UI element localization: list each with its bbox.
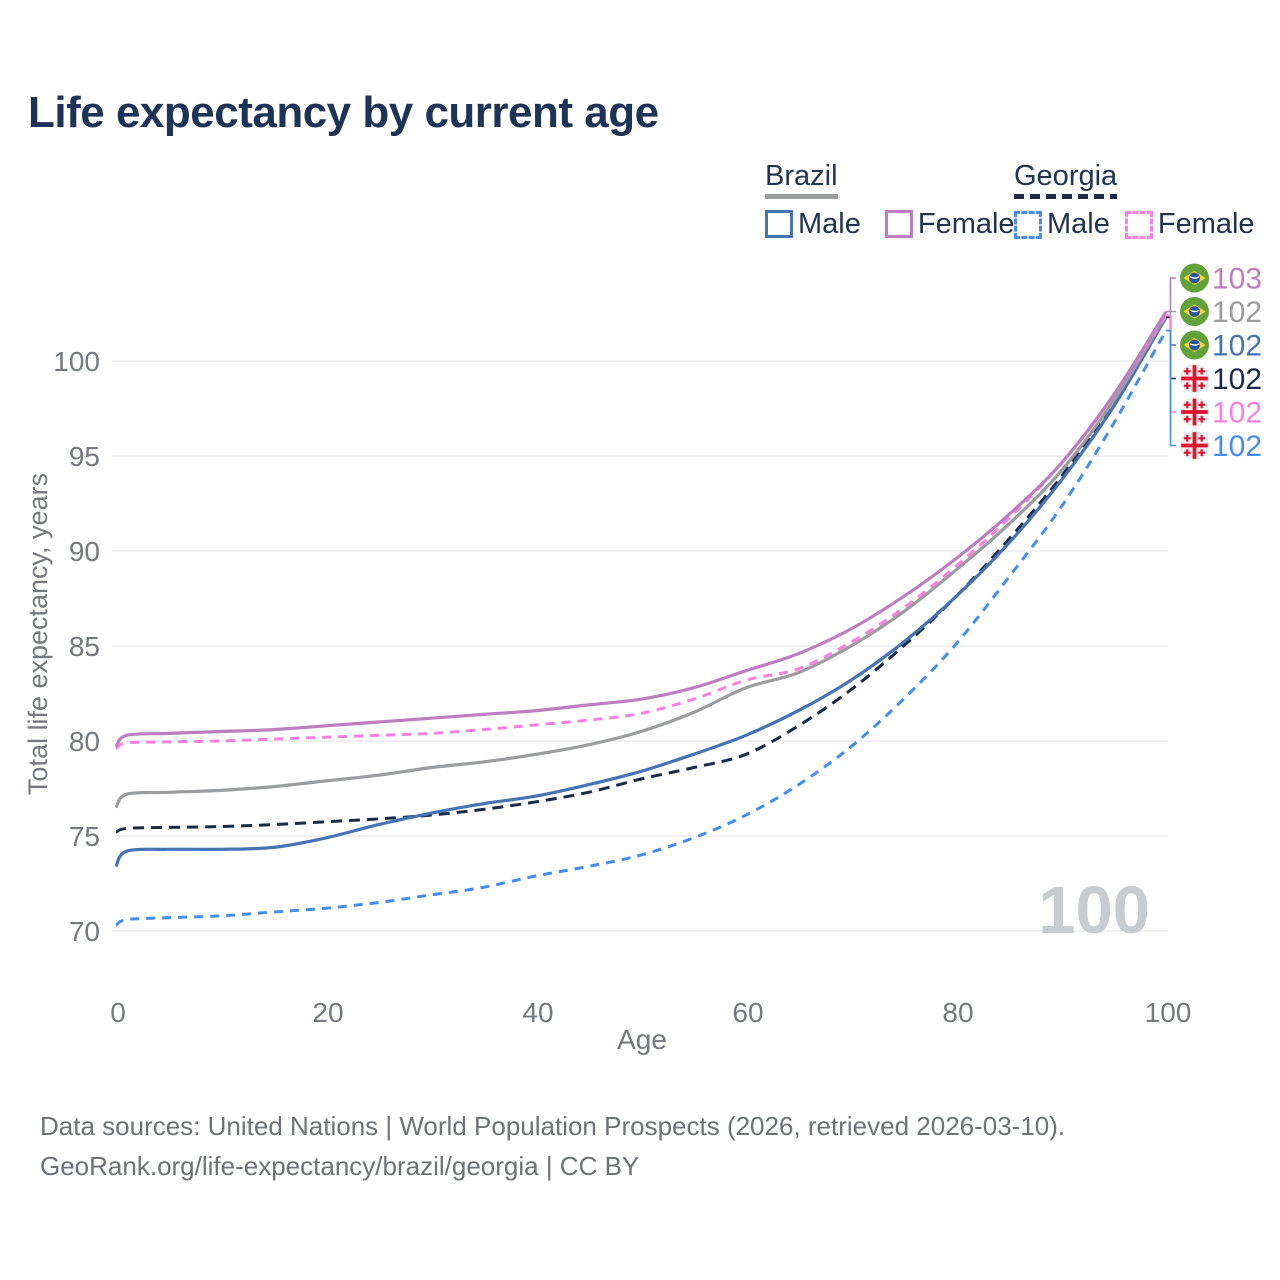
brazil-flag-icon	[1180, 263, 1209, 293]
brazil-flag-icon	[1180, 330, 1209, 360]
legend-swatch-icon	[884, 210, 913, 238]
series-line-brazil-female[interactable]	[114, 310, 1168, 748]
legend-items-row: Male Female	[1014, 208, 1255, 241]
x-tick-label: 40	[522, 997, 553, 1028]
x-axis-title: Age	[617, 1024, 667, 1055]
legend-item-label: Female	[917, 207, 1015, 240]
x-tick-label: 60	[732, 997, 763, 1028]
legend-items-row: Male Female	[765, 208, 1015, 241]
legend-item-brazil-female[interactable]: Female	[884, 207, 1015, 241]
georgia-flag-icon	[1180, 397, 1209, 427]
x-tick-label: 100	[1145, 997, 1192, 1028]
data-sources-footer: Data sources: United Nations | World Pop…	[40, 1106, 1065, 1186]
y-tick-label: 70	[69, 916, 100, 947]
series-line-brazil-male[interactable]	[114, 316, 1168, 868]
legend-country-label-brazil[interactable]: Brazil	[765, 160, 838, 192]
end-label-value-georgia-male: 102	[1212, 430, 1262, 463]
y-tick-label: 80	[69, 726, 100, 757]
legend-swatch-icon	[765, 210, 793, 238]
legend-swatch-icon	[1124, 210, 1153, 239]
end-label-value-brazil-both: 102	[1212, 296, 1262, 329]
legend-group-brazil: Brazil Male Female	[765, 161, 1015, 241]
legend-item-label: Male	[1047, 208, 1110, 240]
x-tick-label: 20	[312, 997, 343, 1028]
end-label-connector-brazil-female	[1166, 277, 1176, 313]
series-line-georgia-both[interactable]	[115, 316, 1168, 834]
y-tick-label: 95	[69, 441, 100, 472]
footer-source-line: Data sources: United Nations | World Pop…	[40, 1111, 1066, 1141]
georgia-flag-icon	[1180, 431, 1209, 460]
legend-item-brazil-male[interactable]: Male	[765, 208, 861, 241]
x-tick-label: 0	[110, 997, 126, 1028]
georgia-flag-icon	[1180, 364, 1209, 393]
end-label-value-georgia-both: 102	[1212, 363, 1262, 396]
series-line-brazil-both[interactable]	[114, 314, 1168, 809]
legend-country-label-georgia[interactable]: Georgia	[1014, 160, 1118, 192]
y-tick-label: 85	[69, 631, 100, 662]
end-label-value-brazil-female: 103	[1212, 263, 1262, 296]
y-tick-label: 100	[53, 346, 100, 377]
legend-item-georgia-male[interactable]: Male	[1014, 208, 1110, 241]
legend-item-label: Female	[1157, 208, 1255, 240]
legend-linestyle-sample-solid	[765, 194, 838, 199]
y-axis-title: Total life expectancy, years	[23, 473, 53, 795]
legend-swatch-icon	[1014, 210, 1042, 239]
page-title: Life expectancy by current age	[28, 88, 659, 137]
end-label-value-brazil-male: 102	[1212, 330, 1262, 363]
legend-item-georgia-female[interactable]: Female	[1124, 208, 1255, 241]
legend-item-label: Male	[798, 207, 861, 240]
chart-watermark: 100	[1038, 873, 1150, 948]
end-label-connector-georgia-male	[1166, 329, 1176, 447]
footer-attribution-line: GeoRank.org/life-expectancy/brazil/georg…	[40, 1151, 640, 1181]
x-tick-label: 80	[942, 997, 973, 1028]
legend-linestyle-sample-dashed	[1014, 194, 1118, 199]
legend-group-georgia: Georgia Male Female	[1014, 161, 1255, 241]
end-label-value-georgia-female: 102	[1212, 397, 1262, 430]
y-tick-label: 75	[69, 821, 100, 852]
y-tick-label: 90	[69, 536, 100, 567]
series-line-georgia-male[interactable]	[115, 329, 1168, 927]
brazil-flag-icon	[1180, 297, 1209, 326]
series-line-georgia-female[interactable]	[115, 314, 1168, 750]
